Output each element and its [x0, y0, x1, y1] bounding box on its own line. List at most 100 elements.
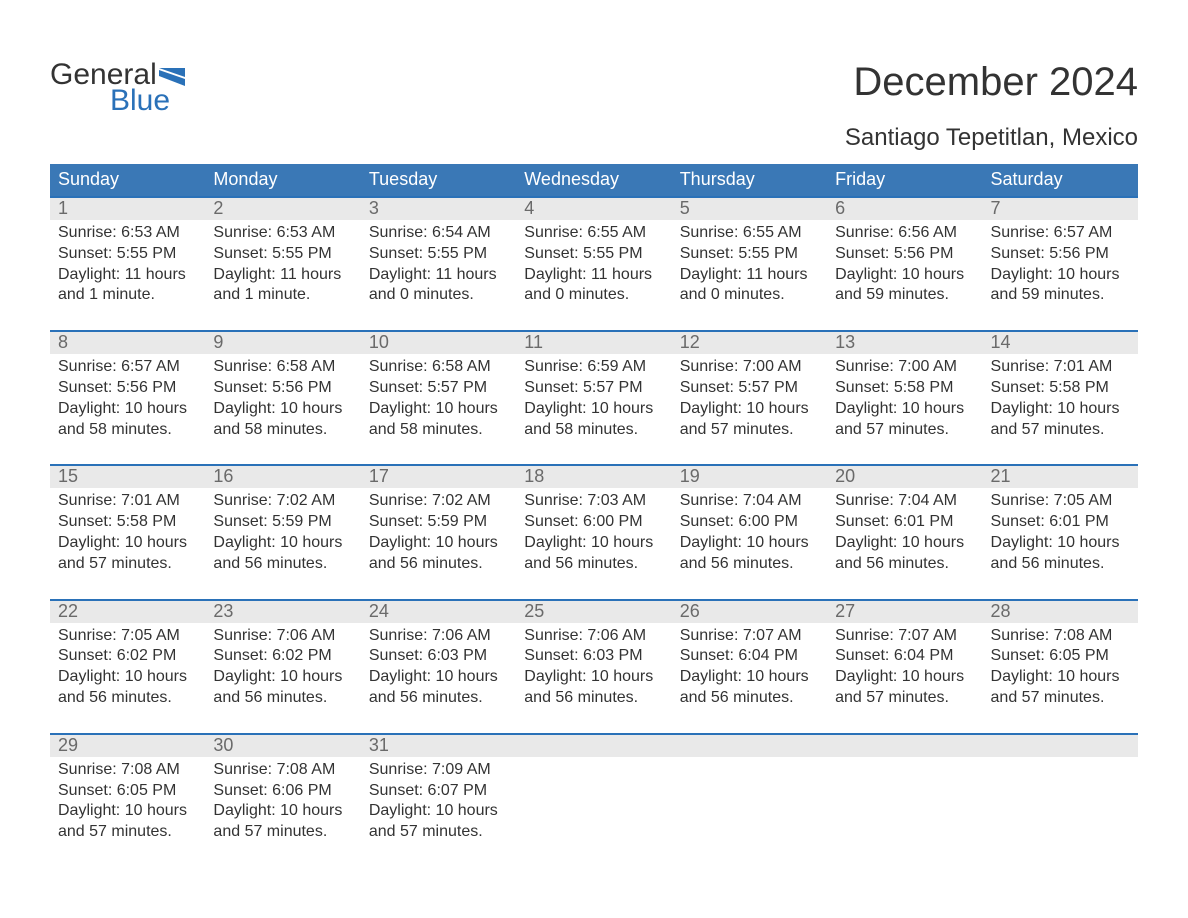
daylight-line-1: Daylight: 10 hours — [835, 399, 974, 420]
daylight-line-1: Daylight: 10 hours — [835, 533, 974, 554]
calendar: SundayMondayTuesdayWednesdayThursdayFrid… — [50, 164, 1138, 845]
sunrise-line: Sunrise: 7:01 AM — [991, 357, 1130, 378]
daylight-line-2: and 56 minutes. — [213, 554, 352, 575]
daylight-line-1: Daylight: 10 hours — [680, 399, 819, 420]
day-cell: Sunrise: 7:08 AMSunset: 6:06 PMDaylight:… — [205, 757, 360, 845]
sunrise-line: Sunrise: 6:53 AM — [58, 223, 197, 244]
day-cell: Sunrise: 6:57 AMSunset: 5:56 PMDaylight:… — [983, 220, 1138, 308]
sunrise-line: Sunrise: 7:02 AM — [369, 491, 508, 512]
daylight-line-1: Daylight: 10 hours — [369, 667, 508, 688]
sunset-line: Sunset: 6:05 PM — [58, 781, 197, 802]
sunrise-line: Sunrise: 7:00 AM — [680, 357, 819, 378]
day-cell: Sunrise: 7:09 AMSunset: 6:07 PMDaylight:… — [361, 757, 516, 845]
daylight-line-2: and 58 minutes. — [213, 420, 352, 441]
day-cell: Sunrise: 6:58 AMSunset: 5:56 PMDaylight:… — [205, 354, 360, 442]
dow-header-cell: Sunday — [50, 164, 205, 196]
day-number: 13 — [827, 332, 982, 354]
sunset-line: Sunset: 6:00 PM — [680, 512, 819, 533]
daylight-line-1: Daylight: 10 hours — [991, 667, 1130, 688]
day-cell: Sunrise: 7:06 AMSunset: 6:02 PMDaylight:… — [205, 623, 360, 711]
day-cell: Sunrise: 7:06 AMSunset: 6:03 PMDaylight:… — [361, 623, 516, 711]
daylight-line-1: Daylight: 10 hours — [680, 667, 819, 688]
daylight-line-2: and 56 minutes. — [58, 688, 197, 709]
day-number: 30 — [205, 735, 360, 757]
day-number: 23 — [205, 601, 360, 623]
sunrise-line: Sunrise: 7:00 AM — [835, 357, 974, 378]
week-row: 22232425262728Sunrise: 7:05 AMSunset: 6:… — [50, 599, 1138, 711]
sunset-line: Sunset: 5:57 PM — [369, 378, 508, 399]
daylight-line-1: Daylight: 10 hours — [58, 399, 197, 420]
day-number: 17 — [361, 466, 516, 488]
sunrise-line: Sunrise: 6:59 AM — [524, 357, 663, 378]
daylight-line-1: Daylight: 11 hours — [524, 265, 663, 286]
daylight-line-2: and 56 minutes. — [991, 554, 1130, 575]
daylight-line-2: and 56 minutes. — [680, 688, 819, 709]
day-cell: Sunrise: 7:02 AMSunset: 5:59 PMDaylight:… — [361, 488, 516, 576]
daylight-line-1: Daylight: 10 hours — [369, 533, 508, 554]
daylight-line-2: and 56 minutes. — [369, 688, 508, 709]
sunset-line: Sunset: 5:58 PM — [835, 378, 974, 399]
sunrise-line: Sunrise: 6:57 AM — [58, 357, 197, 378]
sunrise-line: Sunrise: 7:07 AM — [835, 626, 974, 647]
day-number: 3 — [361, 198, 516, 220]
day-cell: Sunrise: 6:55 AMSunset: 5:55 PMDaylight:… — [672, 220, 827, 308]
daylight-line-1: Daylight: 11 hours — [680, 265, 819, 286]
daylight-line-2: and 0 minutes. — [680, 285, 819, 306]
month-title: December 2024 — [853, 60, 1138, 105]
day-number: 26 — [672, 601, 827, 623]
sunset-line: Sunset: 5:58 PM — [991, 378, 1130, 399]
day-number: 18 — [516, 466, 671, 488]
day-cell: Sunrise: 7:06 AMSunset: 6:03 PMDaylight:… — [516, 623, 671, 711]
day-number: 11 — [516, 332, 671, 354]
daylight-line-2: and 57 minutes. — [835, 688, 974, 709]
daylight-line-2: and 57 minutes. — [58, 822, 197, 843]
day-content-row: Sunrise: 7:08 AMSunset: 6:05 PMDaylight:… — [50, 757, 1138, 845]
dow-header-cell: Friday — [827, 164, 982, 196]
sunrise-line: Sunrise: 7:06 AM — [213, 626, 352, 647]
sunset-line: Sunset: 5:57 PM — [524, 378, 663, 399]
sunset-line: Sunset: 5:55 PM — [680, 244, 819, 265]
day-number — [827, 735, 982, 757]
sunrise-line: Sunrise: 6:58 AM — [213, 357, 352, 378]
sunrise-line: Sunrise: 7:08 AM — [58, 760, 197, 781]
day-cell — [827, 757, 982, 845]
day-cell: Sunrise: 7:01 AMSunset: 5:58 PMDaylight:… — [50, 488, 205, 576]
day-cell: Sunrise: 7:01 AMSunset: 5:58 PMDaylight:… — [983, 354, 1138, 442]
sunset-line: Sunset: 6:01 PM — [991, 512, 1130, 533]
daylight-line-1: Daylight: 10 hours — [835, 265, 974, 286]
daynum-row: 891011121314 — [50, 332, 1138, 354]
daynum-row: 15161718192021 — [50, 466, 1138, 488]
sunset-line: Sunset: 6:02 PM — [58, 646, 197, 667]
sunset-line: Sunset: 5:55 PM — [524, 244, 663, 265]
day-cell: Sunrise: 7:03 AMSunset: 6:00 PMDaylight:… — [516, 488, 671, 576]
day-number — [516, 735, 671, 757]
dow-header-cell: Tuesday — [361, 164, 516, 196]
week-row: 15161718192021Sunrise: 7:01 AMSunset: 5:… — [50, 464, 1138, 576]
sunrise-line: Sunrise: 7:03 AM — [524, 491, 663, 512]
day-number: 22 — [50, 601, 205, 623]
day-content-row: Sunrise: 6:57 AMSunset: 5:56 PMDaylight:… — [50, 354, 1138, 442]
week-row: 1234567Sunrise: 6:53 AMSunset: 5:55 PMDa… — [50, 196, 1138, 308]
sunrise-line: Sunrise: 7:07 AM — [680, 626, 819, 647]
daylight-line-2: and 57 minutes. — [991, 420, 1130, 441]
daylight-line-2: and 56 minutes. — [524, 554, 663, 575]
sunrise-line: Sunrise: 7:04 AM — [680, 491, 819, 512]
daylight-line-1: Daylight: 10 hours — [991, 265, 1130, 286]
day-number: 10 — [361, 332, 516, 354]
daylight-line-2: and 57 minutes. — [369, 822, 508, 843]
week-row: 293031Sunrise: 7:08 AMSunset: 6:05 PMDay… — [50, 733, 1138, 845]
day-cell: Sunrise: 6:57 AMSunset: 5:56 PMDaylight:… — [50, 354, 205, 442]
day-number: 4 — [516, 198, 671, 220]
day-content-row: Sunrise: 7:01 AMSunset: 5:58 PMDaylight:… — [50, 488, 1138, 576]
day-number: 21 — [983, 466, 1138, 488]
sunset-line: Sunset: 6:05 PM — [991, 646, 1130, 667]
day-number: 2 — [205, 198, 360, 220]
day-number: 31 — [361, 735, 516, 757]
sunset-line: Sunset: 5:59 PM — [213, 512, 352, 533]
day-cell — [983, 757, 1138, 845]
day-cell: Sunrise: 6:54 AMSunset: 5:55 PMDaylight:… — [361, 220, 516, 308]
daylight-line-2: and 58 minutes. — [524, 420, 663, 441]
sunrise-line: Sunrise: 6:54 AM — [369, 223, 508, 244]
day-cell: Sunrise: 7:07 AMSunset: 6:04 PMDaylight:… — [827, 623, 982, 711]
day-number: 19 — [672, 466, 827, 488]
